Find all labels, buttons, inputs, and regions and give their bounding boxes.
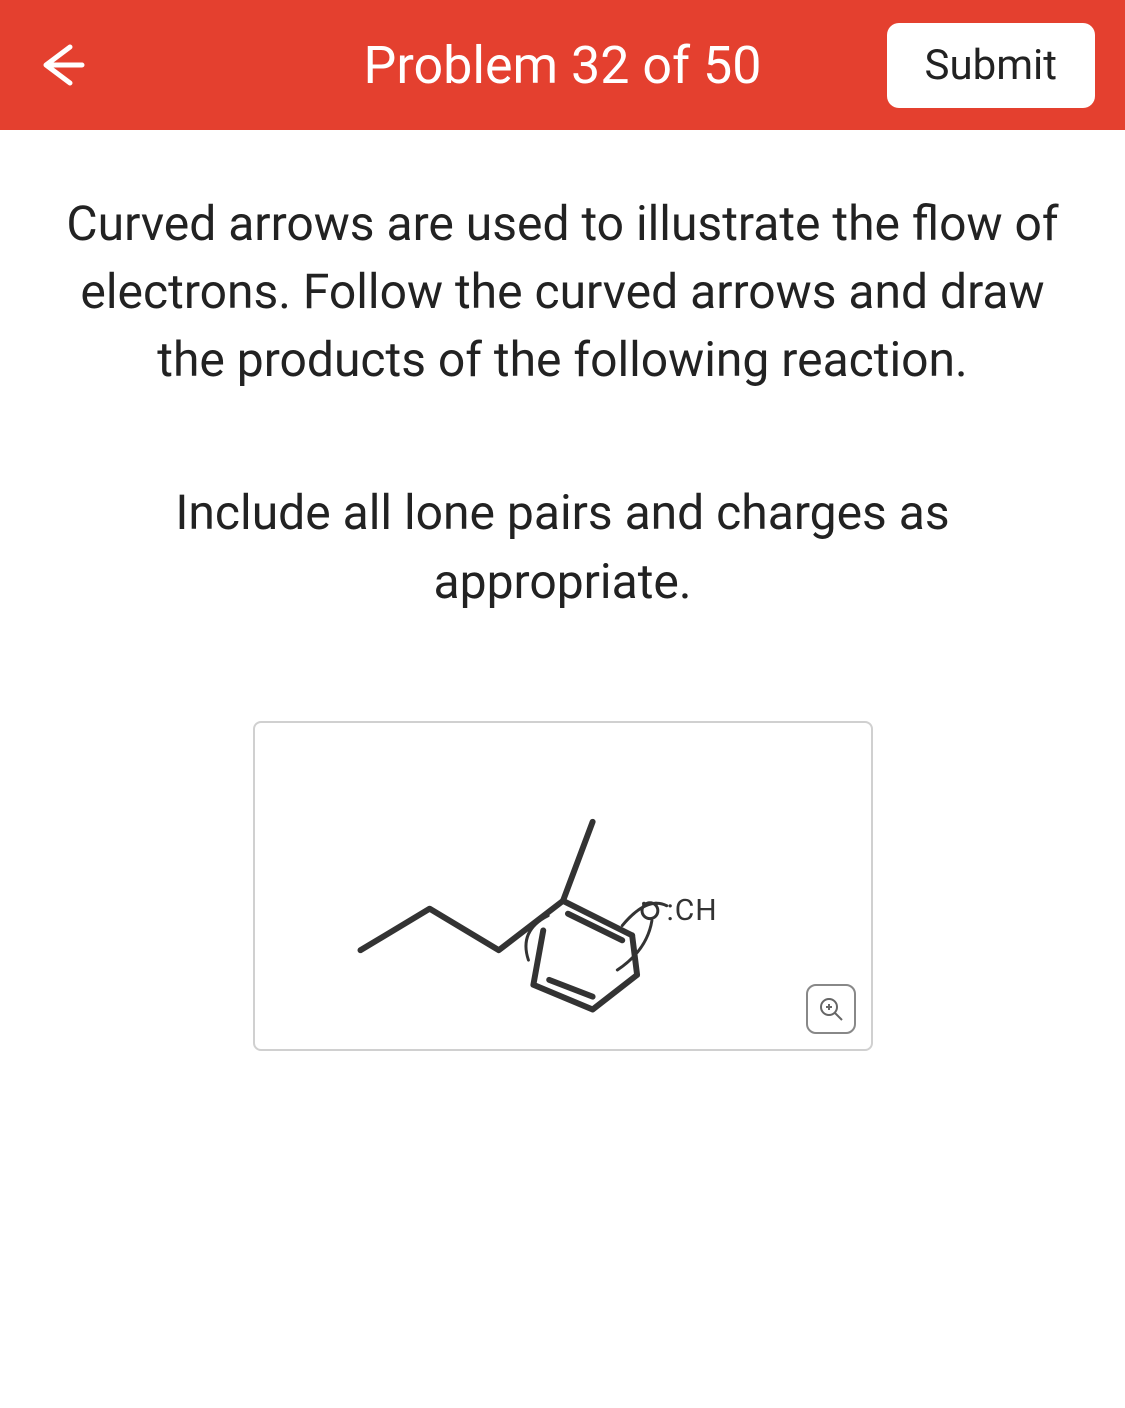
chemical-structure-svg [255, 723, 871, 1049]
app-header: Problem 32 of 50 Submit [0, 0, 1125, 130]
instruction-paragraph-2: Include all lone pairs and charges as ap… [50, 479, 1075, 615]
arrow-left-icon [34, 39, 86, 91]
zoom-button[interactable] [806, 984, 856, 1034]
zoom-in-icon [817, 995, 845, 1023]
back-button[interactable] [30, 35, 90, 95]
page-title: Problem 32 of 50 [364, 35, 762, 96]
content-area: Curved arrows are used to illustrate the… [0, 130, 1125, 1051]
chemical-diagram-container[interactable]: :CH [253, 721, 873, 1051]
chemical-label: :CH [667, 893, 718, 928]
instruction-paragraph-1: Curved arrows are used to illustrate the… [50, 190, 1075, 394]
submit-button[interactable]: Submit [887, 23, 1095, 108]
